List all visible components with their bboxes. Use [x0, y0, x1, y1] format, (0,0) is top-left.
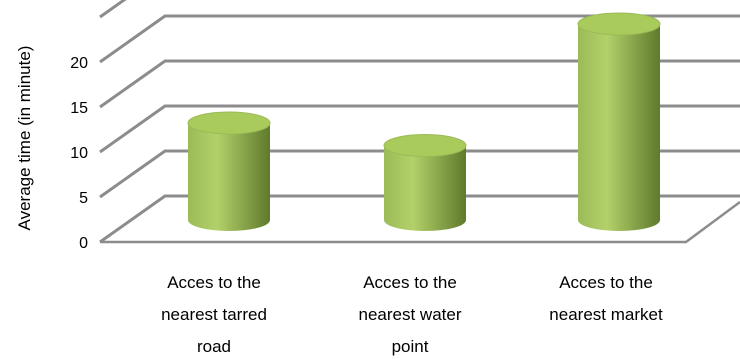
bar-top-1 [383, 134, 467, 157]
y-tick-label-10: 10 [70, 145, 88, 162]
gridlines [99, 0, 740, 244]
y-tick-label-5: 5 [79, 190, 88, 207]
gridline-10 [99, 104, 740, 154]
category-label-line: road [197, 337, 231, 356]
gridline-5 [99, 149, 740, 199]
gridline-0 [99, 194, 740, 244]
category-label-line: Acces to the [363, 273, 457, 292]
gridline-15 [99, 59, 740, 109]
bar-body-0 [188, 123, 270, 231]
y-axis-title: Average time (in minute) [15, 46, 34, 231]
gridline-20 [99, 14, 740, 64]
gridline-frame-top [99, 0, 127, 19]
category-label-1: Acces to the nearest water point [359, 273, 462, 356]
bar-0 [187, 111, 271, 231]
bars [187, 12, 661, 231]
y-tick-label-0: 0 [79, 235, 88, 252]
category-label-line: nearest market [549, 305, 663, 324]
category-label-0: Acces to the nearest tarred road [161, 273, 267, 356]
y-tick-label-20: 20 [70, 55, 88, 72]
category-label-line: Acces to the [559, 273, 653, 292]
bar-top-0 [187, 111, 271, 135]
bar-body-1 [384, 145, 466, 231]
bar-top-2 [577, 12, 661, 36]
y-tick-label-15: 15 [70, 100, 88, 117]
y-axis-ticks: 0 5 10 15 20 [70, 55, 88, 252]
bar-2 [577, 12, 661, 231]
bar-1 [383, 134, 467, 231]
category-label-line: point [392, 337, 429, 356]
bar-body-2 [578, 24, 660, 231]
category-label-line: Acces to the [167, 273, 261, 292]
category-label-line: nearest water [359, 305, 462, 324]
category-label-line: nearest tarred [161, 305, 267, 324]
floor-edge [100, 200, 740, 244]
category-label-2: Acces to the nearest market [549, 273, 663, 324]
